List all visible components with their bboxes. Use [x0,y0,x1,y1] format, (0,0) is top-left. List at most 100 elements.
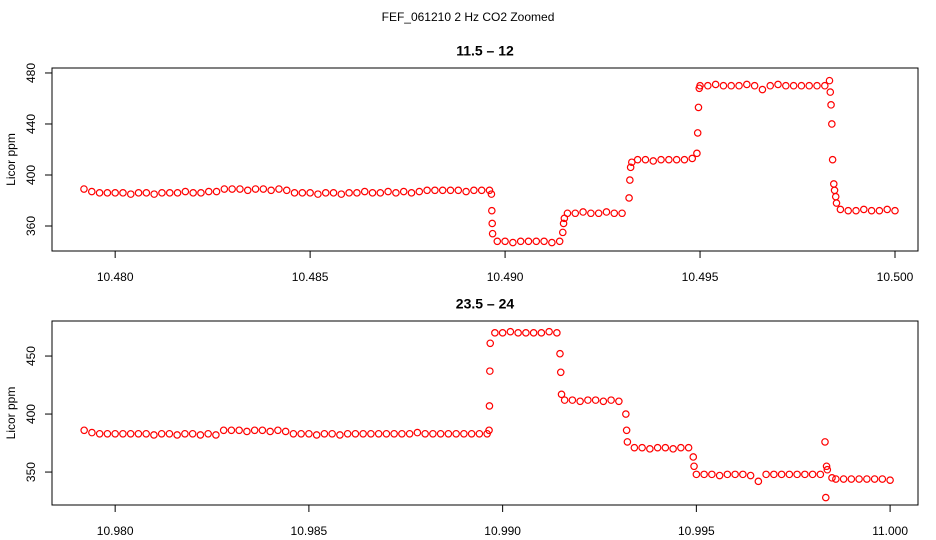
data-point [415,187,424,196]
data-point [460,429,468,438]
data-point [821,81,829,90]
data-point [374,429,383,438]
data-point [258,426,267,435]
x-tick-label: 10.985 [291,524,328,538]
data-point [227,426,236,435]
data-point [522,329,530,337]
y-tick-label: 440 [24,114,38,134]
data-point [220,185,229,193]
data-point [584,396,592,404]
figure-title: FEF_061210 2 Hz CO2 Zoomed [382,10,555,24]
data-point [509,238,517,247]
data-point [867,206,876,215]
data-point [477,186,486,195]
data-point [212,431,220,439]
data-point [134,189,143,197]
data-point [126,190,135,198]
data-point [498,329,507,337]
data-point [823,465,832,474]
data-point [413,428,422,437]
y-axis-label: Licor ppm [4,387,18,440]
data-point [353,189,361,197]
data-point [669,445,677,453]
data-point [602,208,611,216]
panel-title: 23.5 – 24 [456,296,515,312]
data-point [594,209,603,218]
x-tick-label: 10.990 [484,524,521,538]
data-point [290,189,299,197]
data-point [88,428,96,437]
data-point [111,189,119,197]
data-point [235,426,243,435]
data-point [485,426,493,435]
data-point [157,429,166,438]
data-point [475,429,484,438]
data-point [436,429,445,438]
data-point [754,477,763,486]
data-point [723,470,732,479]
data-point [95,189,104,197]
data-point [863,475,871,483]
data-point [828,120,836,128]
data-point [672,155,681,164]
data-point [368,189,377,197]
x-tick-label: 11.000 [872,524,908,538]
data-point [689,453,698,461]
data-point [839,475,848,483]
data-point [360,187,369,196]
data-point [680,155,689,164]
data-point [855,475,863,483]
x-tick-label: 10.980 [97,524,134,538]
data-point [438,186,447,195]
data-point [219,426,228,435]
data-point [485,186,494,195]
data-point [529,329,538,337]
data-point [801,470,809,479]
data-point [711,80,720,89]
data-point [731,470,739,479]
y-tick-label: 360 [24,216,38,236]
x-tick-label: 10.500 [877,270,914,284]
data-point [267,186,275,195]
data-point [822,462,831,471]
data-point [886,476,894,484]
x-tick-label: 10.495 [682,270,719,284]
data-point [610,209,619,218]
x-tick-label: 10.490 [487,270,524,284]
data-point [173,431,181,439]
data-point [719,81,728,90]
data-point [789,81,798,90]
data-point [376,189,385,197]
data-point [649,157,658,165]
data-point [446,186,455,195]
data-point [559,219,568,228]
data-point [486,367,494,375]
data-point [345,189,353,197]
data-point [618,209,626,218]
data-point [762,470,770,479]
data-point [275,185,283,193]
data-point [188,429,197,438]
data-point [700,470,708,479]
data-point [487,190,496,198]
data-point [305,429,313,438]
x-tick-label: 10.485 [292,270,329,284]
data-point [243,186,252,195]
data-point [158,189,166,197]
data-point [298,189,307,197]
data-point [488,219,497,228]
data-point [878,475,887,483]
data-point [684,443,693,452]
data-point [540,237,548,246]
data-point [189,189,197,197]
data-point [328,429,336,438]
data-point [266,427,274,436]
data-point [165,189,174,197]
data-point [805,81,814,90]
data-point [743,80,751,89]
data-point [653,443,662,452]
data-point [150,431,158,439]
data-point [746,471,755,480]
data-point [821,493,830,502]
data-point [103,429,112,438]
